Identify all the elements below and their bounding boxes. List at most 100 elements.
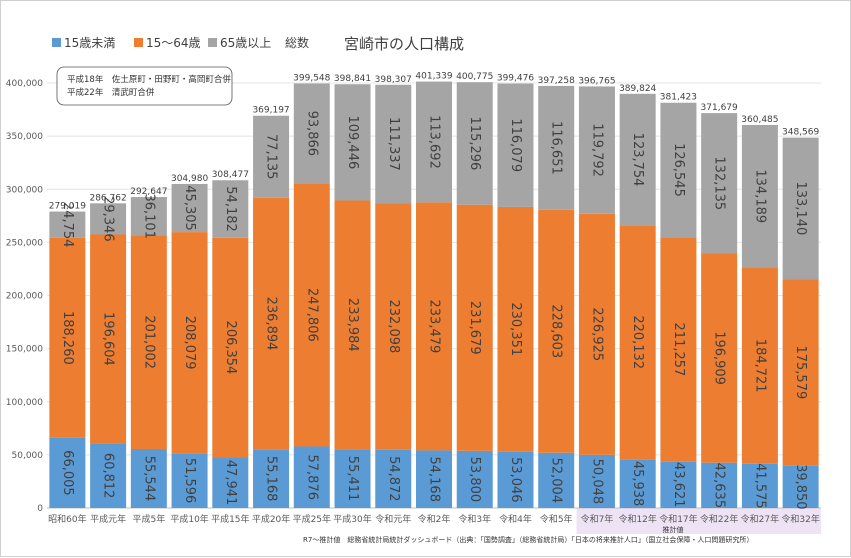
segment-value-label: 45,938	[630, 461, 645, 507]
segment-value-label: 113,692	[427, 115, 442, 169]
segment-value-label: 24,754	[60, 202, 75, 248]
bar-segment-15to64	[741, 267, 778, 464]
bar-segment-over65	[578, 86, 615, 214]
total-label: 369,197	[252, 106, 289, 116]
bar-segment-under15	[701, 462, 738, 508]
chart-title: 宮崎市の人口構成	[344, 35, 464, 53]
total-label: 397,258	[538, 76, 575, 86]
segment-value-label: 119,792	[589, 123, 604, 177]
segment-value-label: 54,182	[223, 186, 238, 232]
segment-value-label: 50,048	[589, 459, 604, 505]
x-tick-label: 令和2年	[418, 513, 451, 525]
segment-value-label: 54,872	[386, 456, 401, 502]
total-label: 381,423	[660, 93, 697, 103]
total-label: 399,548	[293, 73, 330, 83]
bar-segment-15to64	[49, 237, 86, 438]
merger-note-box	[56, 66, 233, 106]
segment-value-label: 57,876	[304, 455, 319, 501]
segment-value-label: 247,806	[304, 288, 319, 342]
x-tick-label: 昭和60年	[48, 513, 86, 525]
segment-value-label: 134,189	[752, 169, 767, 223]
bar-segment-over65	[497, 83, 534, 207]
segment-value-label: 51,596	[182, 458, 197, 504]
bar-segment-15to64	[701, 253, 738, 463]
estimate-label: 推計値	[663, 525, 684, 534]
x-tick-label: 平成20年	[252, 513, 290, 525]
y-axis-ticks: 0 50,000 100,000 150,000 200,000 250,000 300,0…	[6, 79, 43, 514]
segment-value-label: 66,005	[60, 450, 75, 496]
x-tick-label: 平成25年	[293, 513, 331, 525]
segment-value-label: 53,800	[467, 457, 482, 503]
bar-segment-under15	[49, 437, 86, 508]
segment-value-label: 47,941	[223, 460, 238, 506]
bar-segment-over65	[416, 81, 452, 203]
segment-value-label: 55,544	[141, 456, 156, 502]
merger-note-line-1: 平成18年 佐土原町・田野町・高岡町合併	[67, 74, 231, 85]
y-tick-label: 300,000	[6, 185, 43, 195]
segment-value-label: 188,260	[60, 311, 75, 365]
bar-segment-15to64	[578, 213, 615, 455]
segment-value-label: 132,135	[712, 156, 727, 210]
x-tick-label: 令和4年	[499, 513, 532, 525]
segment-value-label: 206,354	[223, 321, 238, 375]
bar-segment-over65	[171, 183, 208, 233]
segment-value-label: 226,925	[589, 307, 604, 361]
bar-segment-15to64	[497, 206, 534, 452]
bar-segment-over65	[741, 124, 778, 268]
bar-segment-over65	[49, 211, 86, 238]
x-tick-label: 平成5年	[132, 513, 165, 525]
x-tick-label: 平成15年	[211, 513, 249, 525]
bar-segment-under15	[171, 453, 208, 508]
segment-value-label: 109,446	[345, 115, 360, 169]
bar-segment-15to64	[293, 183, 330, 447]
bar-segment-over65	[538, 85, 575, 210]
bar-segment-over65	[130, 197, 167, 236]
bar-segment-under15	[456, 450, 493, 508]
segment-value-label: 123,754	[630, 133, 645, 187]
y-tick-label: 100,000	[6, 398, 43, 408]
legend-swatch-over65	[208, 38, 217, 47]
segment-value-label: 211,257	[671, 323, 686, 377]
segment-value-label: 116,079	[508, 118, 523, 172]
merger-note: 平成18年 佐土原町・田野町・高岡町合併 平成22年 清武町合併	[56, 66, 233, 106]
bar-segment-over65	[456, 82, 493, 205]
total-label: 396,765	[578, 76, 615, 86]
segment-value-label: 232,098	[386, 300, 401, 354]
x-tick-label: 令和3年	[458, 513, 491, 525]
segment-value-label: 208,079	[182, 316, 197, 370]
segment-value-label: 133,140	[793, 181, 808, 235]
segment-value-label: 54,168	[427, 456, 442, 502]
legend-label-under15: 15歳未満	[64, 36, 115, 50]
bar-segment-under15	[619, 459, 656, 508]
bar-segment-under15	[782, 465, 819, 508]
segment-value-label: 116,651	[549, 121, 564, 175]
bar-segment-under15	[334, 449, 371, 508]
segment-value-label: 236,894	[264, 297, 279, 351]
bar-segment-15to64	[253, 197, 290, 450]
total-label: 292,647	[130, 187, 167, 197]
bar-segment-15to64	[334, 200, 371, 450]
segment-value-label: 36,101	[141, 193, 156, 239]
bar-segment-15to64	[375, 203, 412, 450]
total-label: 348,569	[782, 128, 819, 138]
segment-value-label: 126,545	[671, 143, 686, 197]
x-tick-label: 令和5年	[540, 513, 573, 525]
bar-segment-under15	[130, 448, 167, 508]
legend: 15歳未満 15～64歳 65歳以上 総数	[52, 35, 309, 50]
total-label: 279,019	[49, 202, 86, 212]
segment-value-label: 77,135	[264, 134, 279, 180]
bar-segment-under15	[660, 461, 697, 508]
bar-segment-15to64	[171, 232, 208, 454]
bar-segment-15to64	[619, 225, 656, 460]
bar-segment-over65	[334, 84, 371, 201]
total-label: 398,307	[375, 75, 412, 85]
bar-segment-over65	[701, 113, 738, 254]
bar-segment-15to64	[130, 235, 167, 449]
bar-segment-over65	[293, 83, 330, 184]
segment-value-label: 184,721	[752, 339, 767, 393]
x-tick-label: 平成30年	[333, 513, 371, 525]
bar-segment-15to64	[538, 209, 575, 453]
bar-segment-under15	[212, 457, 249, 508]
segment-value-label: 220,132	[630, 315, 645, 369]
